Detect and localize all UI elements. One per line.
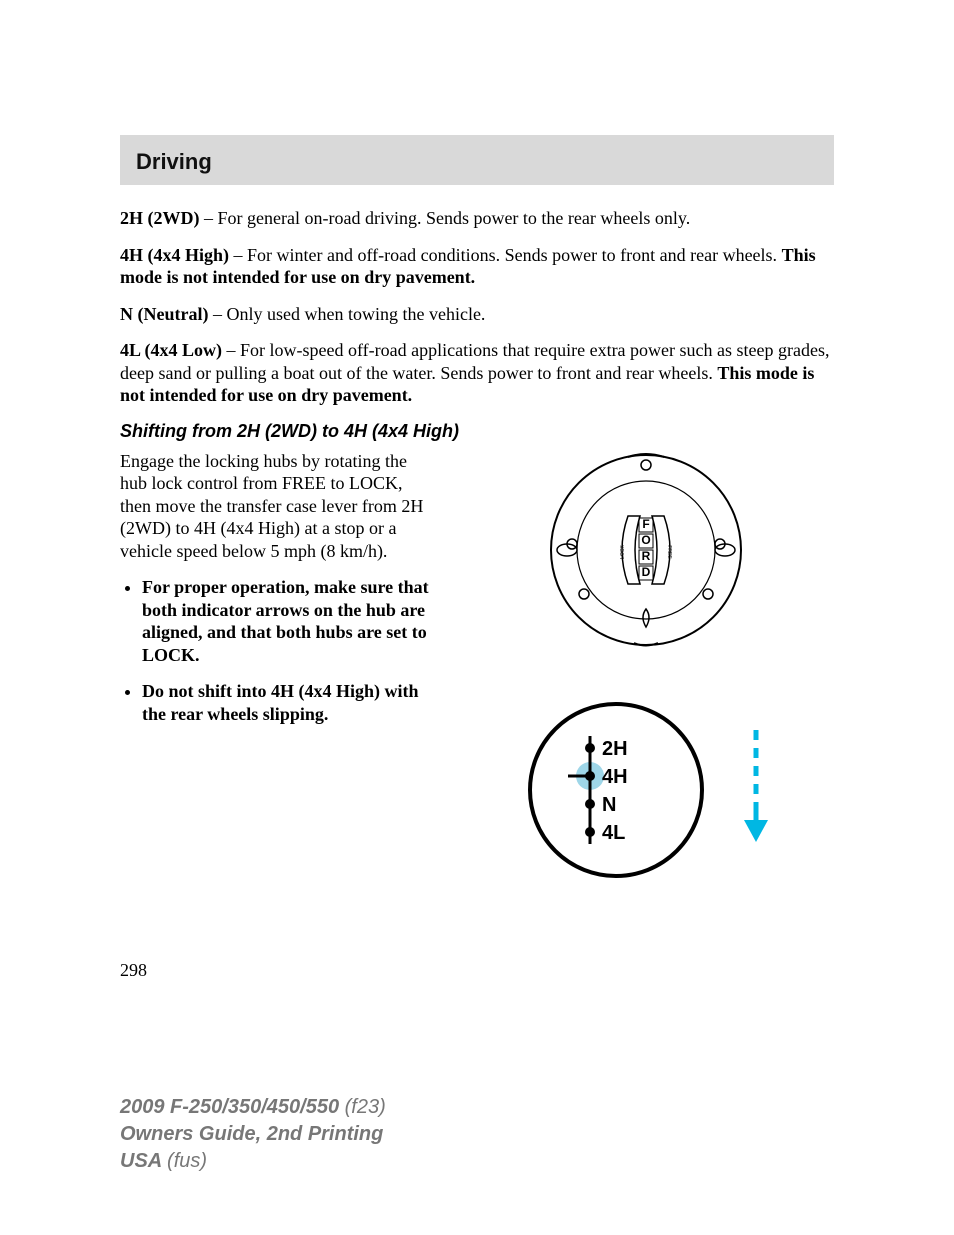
transfer-case-diagram: 2H 4H N 4L bbox=[506, 690, 786, 890]
svg-text:N: N bbox=[602, 794, 616, 816]
mode-n-label: N (Neutral) bbox=[120, 304, 208, 324]
svg-text:2H: 2H bbox=[602, 738, 628, 760]
footer-model: 2009 F-250/350/450/550 bbox=[120, 1096, 345, 1118]
mode-4h-label: 4H (4x4 High) bbox=[120, 245, 229, 265]
footer-line-2: Owners Guide, 2nd Printing bbox=[120, 1121, 386, 1148]
footer-block: 2009 F-250/350/450/550 (f23) Owners Guid… bbox=[120, 1094, 386, 1175]
svg-text:4H: 4H bbox=[602, 766, 628, 788]
section-header-band: Driving bbox=[120, 135, 834, 185]
two-column-region: Engage the locking hubs by rotating the … bbox=[120, 450, 834, 890]
footer-line-1: 2009 F-250/350/450/550 (f23) bbox=[120, 1094, 386, 1121]
svg-text:R: R bbox=[642, 549, 651, 563]
mode-2h-para: 2H (2WD) – For general on-road driving. … bbox=[120, 207, 834, 230]
bullet-list: For proper operation, make sure that bot… bbox=[120, 576, 430, 725]
bullet-2: Do not shift into 4H (4x4 High) with the… bbox=[142, 680, 430, 725]
mode-4l-para: 4L (4x4 Low) – For low-speed off-road ap… bbox=[120, 339, 834, 407]
svg-text:D: D bbox=[642, 565, 651, 579]
subheading-shift: Shifting from 2H (2WD) to 4H (4x4 High) bbox=[120, 421, 834, 442]
svg-text:FREE: FREE bbox=[666, 545, 672, 559]
hub-lock-diagram: FORD LOCK FREE bbox=[536, 450, 756, 650]
document-page: Driving 2H (2WD) – For general on-road d… bbox=[0, 0, 954, 1235]
right-column: FORD LOCK FREE 2H 4H N 4L bbox=[458, 450, 834, 890]
mode-n-text: – Only used when towing the vehicle. bbox=[208, 304, 485, 324]
mode-4h-para: 4H (4x4 High) – For winter and off-road … bbox=[120, 244, 834, 289]
mode-n-para: N (Neutral) – Only used when towing the … bbox=[120, 303, 834, 326]
footer-region: USA bbox=[120, 1150, 167, 1172]
svg-text:4L: 4L bbox=[602, 822, 625, 844]
bullet-1: For proper operation, make sure that bot… bbox=[142, 576, 430, 666]
svg-text:F: F bbox=[642, 517, 649, 531]
footer-code2: (fus) bbox=[167, 1150, 207, 1172]
section-title: Driving bbox=[136, 149, 818, 175]
shift-instructions: Engage the locking hubs by rotating the … bbox=[120, 450, 430, 563]
mode-4l-label: 4L (4x4 Low) bbox=[120, 340, 222, 360]
mode-4h-text-a: – For winter and off-road conditions. Se… bbox=[229, 245, 782, 265]
svg-text:O: O bbox=[641, 533, 650, 547]
footer-code1: (f23) bbox=[345, 1096, 386, 1118]
left-column: Engage the locking hubs by rotating the … bbox=[120, 450, 430, 890]
page-number: 298 bbox=[120, 960, 147, 981]
mode-2h-label: 2H (2WD) bbox=[120, 208, 200, 228]
footer-line-3: USA (fus) bbox=[120, 1148, 386, 1175]
svg-text:LOCK: LOCK bbox=[620, 544, 626, 558]
mode-2h-text: – For general on-road driving. Sends pow… bbox=[200, 208, 691, 228]
